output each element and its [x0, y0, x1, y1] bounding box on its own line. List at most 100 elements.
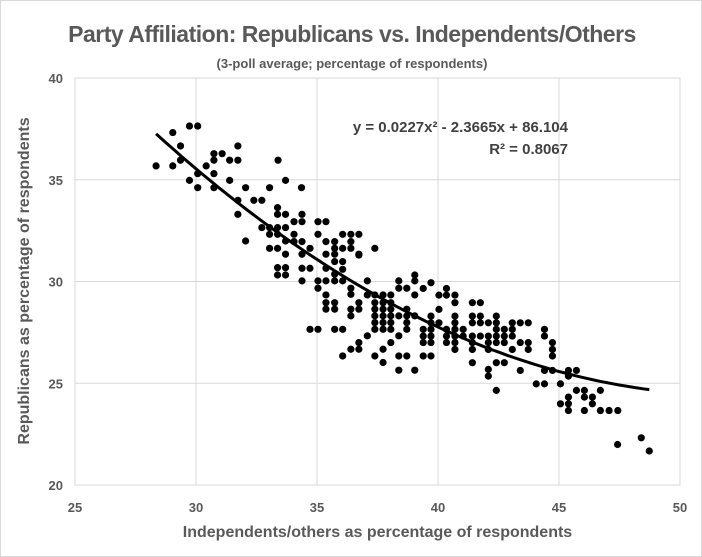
- data-point: [185, 122, 194, 130]
- data-point: [298, 264, 306, 272]
- data-point: [645, 447, 653, 455]
- data-point: [339, 265, 347, 273]
- data-point: [484, 319, 492, 327]
- data-point: [210, 150, 218, 158]
- y-tick-label: 40: [49, 71, 63, 86]
- data-point: [347, 312, 355, 320]
- data-point: [298, 218, 306, 226]
- data-point: [508, 332, 516, 340]
- data-point: [331, 325, 339, 333]
- data-point: [435, 291, 443, 299]
- data-point: [202, 162, 210, 170]
- data-point: [468, 299, 476, 307]
- x-tick-label: 30: [189, 500, 203, 515]
- data-point: [403, 352, 411, 360]
- data-point: [637, 434, 645, 442]
- data-point: [355, 345, 363, 353]
- x-tick-label: 40: [431, 500, 445, 515]
- data-point: [411, 277, 419, 285]
- data-point: [331, 277, 339, 285]
- data-point: [281, 264, 290, 272]
- data-point: [468, 312, 476, 320]
- data-point: [476, 312, 484, 320]
- data-point: [564, 393, 573, 401]
- data-point: [242, 237, 250, 245]
- data-point: [484, 372, 492, 380]
- data-point: [290, 218, 298, 226]
- data-point: [500, 325, 508, 333]
- data-point: [451, 338, 459, 347]
- data-point: [322, 238, 330, 246]
- data-point: [306, 244, 314, 252]
- data-point: [387, 325, 395, 333]
- data-point: [322, 291, 330, 299]
- data-point: [379, 325, 387, 333]
- data-point: [347, 345, 355, 353]
- data-point: [427, 352, 435, 360]
- data-point: [273, 271, 282, 279]
- data-point: [580, 393, 589, 401]
- data-point: [492, 359, 500, 367]
- data-point: [242, 184, 250, 192]
- data-point: [339, 230, 347, 238]
- data-point: [435, 319, 443, 327]
- data-point: [451, 312, 459, 320]
- data-point: [387, 338, 395, 347]
- trendline-equation: y = 0.0227x² - 2.3665x + 86.104: [352, 119, 568, 136]
- data-point: [442, 284, 451, 293]
- trendline-r-squared: R² = 0.8067: [489, 141, 568, 158]
- data-point: [588, 393, 596, 401]
- data-point: [355, 250, 363, 258]
- data-point: [419, 338, 427, 347]
- data-point: [371, 319, 379, 327]
- data-point: [580, 386, 589, 394]
- data-point: [281, 271, 290, 279]
- data-point: [234, 210, 242, 218]
- data-point: [176, 142, 185, 150]
- data-point: [387, 291, 395, 299]
- data-point: [371, 325, 379, 333]
- data-point: [476, 319, 484, 327]
- data-point: [395, 284, 403, 292]
- data-point: [371, 299, 379, 307]
- data-point: [339, 325, 347, 333]
- data-point: [322, 299, 330, 307]
- data-point: [492, 386, 500, 394]
- data-point: [419, 332, 427, 340]
- data-point: [548, 352, 557, 360]
- data-point: [556, 400, 565, 408]
- data-point: [564, 400, 573, 408]
- data-point: [347, 305, 355, 313]
- data-point: [355, 338, 363, 347]
- data-point: [419, 284, 427, 293]
- chart-subtitle: (3-poll average; percentage of responden…: [216, 56, 488, 71]
- data-point: [556, 380, 565, 388]
- x-tick-label: 25: [68, 500, 82, 515]
- data-point: [516, 338, 524, 347]
- data-point: [339, 352, 347, 360]
- data-point: [322, 250, 330, 258]
- data-point: [281, 210, 290, 218]
- data-point: [265, 184, 274, 192]
- y-tick-label: 30: [49, 275, 63, 290]
- data-point: [387, 319, 395, 327]
- data-point: [387, 305, 395, 313]
- data-point: [339, 257, 347, 266]
- data-point: [347, 238, 355, 246]
- data-point: [540, 332, 549, 340]
- y-axis-label: Republicans as percentage of respondents: [16, 117, 33, 445]
- data-point: [451, 325, 459, 333]
- data-point: [226, 176, 234, 184]
- data-point: [331, 238, 339, 246]
- data-point: [322, 277, 330, 285]
- data-point: [281, 250, 290, 258]
- data-point: [210, 156, 218, 164]
- data-point: [234, 156, 242, 164]
- data-point: [265, 244, 274, 252]
- data-point: [395, 277, 403, 285]
- data-point: [411, 291, 419, 299]
- data-point: [492, 325, 500, 333]
- y-tick-label: 35: [49, 173, 63, 188]
